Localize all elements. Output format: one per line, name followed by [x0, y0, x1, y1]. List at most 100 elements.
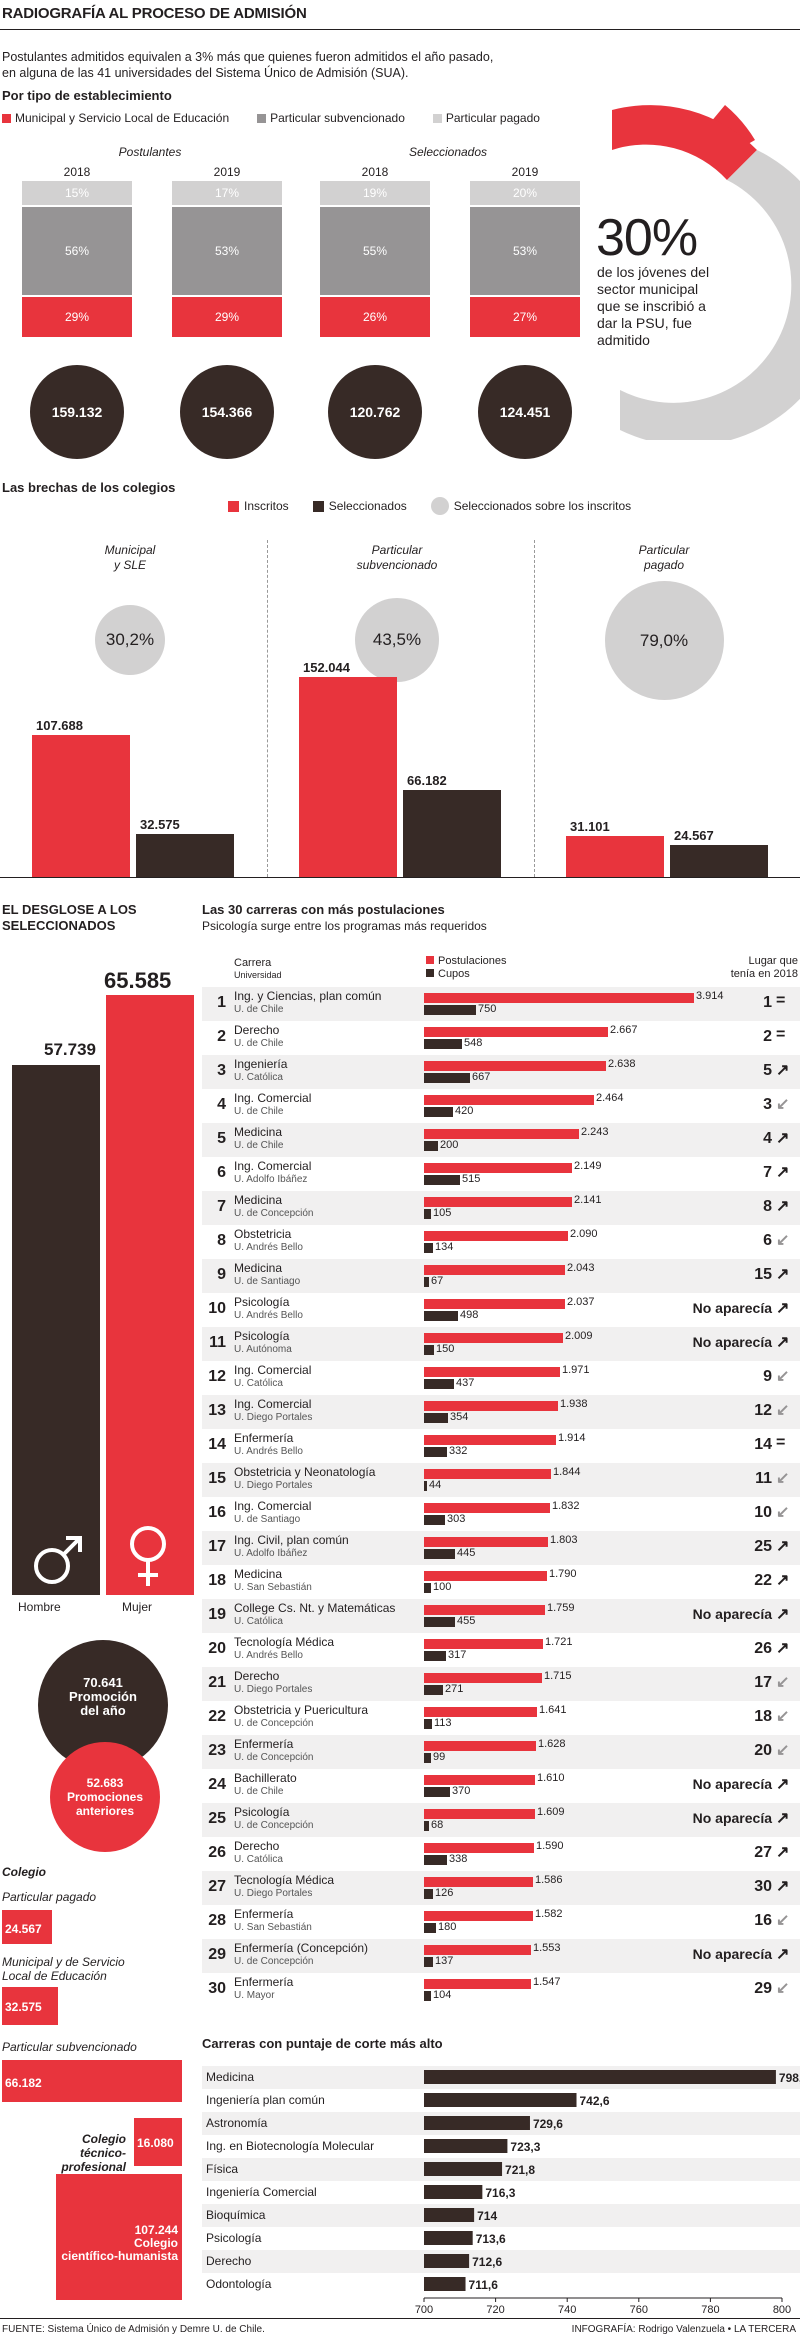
postulaciones-value: 1.609	[537, 1806, 565, 1818]
pagado-bar: 24.567	[2, 1910, 52, 1944]
postulaciones-bar	[424, 1333, 563, 1343]
row-carrera: Enfermería	[234, 1907, 294, 1921]
row-lugar-2018: 30	[754, 1878, 772, 1895]
pagado-label: Particular pagado	[2, 1890, 97, 1904]
arc-gray-segment	[620, 150, 800, 440]
postulaciones-bar	[424, 1469, 551, 1479]
arrow-down-icon: ↙	[776, 1096, 790, 1113]
postulaciones-bar	[424, 1061, 606, 1071]
equal-icon: =	[776, 992, 786, 1009]
postulaciones-value: 2.090	[570, 1228, 598, 1240]
cupos-value: 100	[433, 1581, 452, 1593]
cupos-value: 317	[448, 1649, 467, 1661]
row-lugar-2018: 29	[754, 1980, 772, 1997]
header-subtitle: Postulantes admitidos equivalen a 3% más…	[2, 49, 493, 81]
row-lugar-2018: 12	[754, 1402, 772, 1419]
row-carrera: Obstetricia y Neonatología	[234, 1465, 376, 1479]
postulaciones-value: 1.641	[539, 1704, 567, 1716]
postulaciones-value: 1.759	[547, 1602, 575, 1614]
col-header-legend: Postulaciones Cupos	[426, 955, 507, 981]
legend-seleccionados: Seleccionados	[328, 499, 407, 513]
cupos-bar	[424, 1039, 462, 1049]
cupos-bar	[424, 1923, 436, 1933]
arrow-up-icon: ↗	[776, 1810, 790, 1827]
row-number: 19	[208, 1606, 226, 1623]
total-circle: 120.762	[328, 365, 422, 459]
category-label: Bioquímica	[206, 2208, 266, 2222]
row-universidad: U. Diego Portales	[234, 1888, 313, 1899]
row-band	[202, 1667, 800, 1701]
cupos-bar	[424, 1243, 433, 1253]
row-number: 2	[217, 1028, 226, 1045]
arrow-up-icon: ↗	[776, 1572, 790, 1589]
row-universidad: U. Mayor	[234, 1990, 275, 2001]
row-number: 16	[208, 1504, 226, 1521]
cutoff-bar	[424, 2162, 503, 2176]
cupos-bar	[424, 1821, 429, 1831]
section3-title: EL DESGLOSE A LOS SELECCIONADOS	[2, 902, 137, 934]
postulaciones-value: 1.586	[535, 1874, 563, 1886]
total-circle: 159.132	[30, 365, 124, 459]
row-carrera: Obstetricia	[234, 1227, 292, 1241]
bar-segment-subvencionado: 56%	[22, 207, 132, 295]
row-carrera: Enfermería	[234, 1975, 294, 1989]
arrow-up-icon: ↗	[776, 1640, 790, 1657]
row-carrera: Ing. Comercial	[234, 1363, 312, 1377]
cupos-bar	[424, 1889, 433, 1899]
cupos-value: 67	[431, 1275, 444, 1287]
row-universidad: U. Diego Portales	[234, 1480, 313, 1491]
postulaciones-value: 1.610	[537, 1772, 565, 1784]
value-label: 729,6	[533, 2117, 563, 2131]
row-carrera: Medicina	[234, 1193, 283, 1207]
value-label: 711,6	[469, 2278, 499, 2292]
category-label: Ingeniería Comercial	[206, 2185, 317, 2199]
cutoff-bar	[424, 2116, 530, 2130]
inscritos-value: 31.101	[570, 819, 610, 834]
row-carrera: Psicología	[234, 1329, 290, 1343]
row-universidad: U. Diego Portales	[234, 1684, 313, 1695]
ch-label: Colegio	[134, 2236, 178, 2250]
postulaciones-value: 1.832	[552, 1500, 580, 1512]
legend-municipal-swatch	[2, 113, 11, 123]
cupos-bar	[424, 1141, 438, 1151]
arrow-up-icon: ↗	[776, 1946, 790, 1963]
row-carrera: Ing. y Ciencias, plan común	[234, 989, 382, 1003]
cupos-value: 455	[457, 1615, 476, 1627]
group-divider	[534, 540, 535, 877]
cupos-value: 104	[433, 1989, 452, 2001]
row-carrera: Psicología	[234, 1805, 290, 1819]
row-carrera: Tecnología Médica	[234, 1873, 335, 1887]
row-number: 5	[217, 1130, 226, 1147]
row-universidad: U. de Concepción	[234, 1208, 314, 1219]
postulaciones-bar	[424, 1299, 565, 1309]
category-label: Física	[206, 2162, 238, 2176]
row-carrera: Derecho	[234, 1669, 280, 1683]
row-universidad: U. de Chile	[234, 1140, 284, 1151]
postulaciones-bar	[424, 1163, 572, 1173]
group-divider	[267, 540, 268, 877]
cutoff-bar	[424, 2139, 508, 2153]
ratio-circle: 30,2%	[95, 605, 165, 675]
value-label: 712,6	[472, 2255, 502, 2269]
mujer-value: 65.585	[104, 968, 172, 993]
row-band	[202, 2250, 800, 2273]
row-number: 26	[208, 1844, 226, 1861]
value-label: 742,6	[580, 2094, 610, 2108]
x-tick-label: 780	[701, 2304, 719, 2315]
arrow-down-icon: ↙	[776, 1402, 790, 1419]
row-lugar-2018: 2	[763, 1028, 772, 1045]
postulaciones-bar	[424, 1401, 558, 1411]
category-label: Astronomía	[206, 2116, 268, 2130]
legend-inscritos: Inscritos	[244, 499, 289, 513]
row-universidad: U. de Santiago	[234, 1276, 301, 1287]
category-label: Ingeniería plan común	[206, 2093, 325, 2107]
group-label: Municipal y SLE	[60, 543, 200, 573]
colegio-label: Colegio	[2, 1865, 46, 1879]
subv-bar: 66.182	[2, 2060, 182, 2102]
bar-segment-pagado: 20%	[470, 181, 580, 205]
row-universidad: U. de Chile	[234, 1038, 284, 1049]
legend-pagado: Particular pagado	[445, 111, 540, 125]
row-band	[202, 1735, 800, 1769]
row-lugar-2018: 3	[763, 1096, 772, 1113]
header: RADIOGRAFÍA AL PROCESO DE ADMISIÓN	[0, 0, 800, 30]
